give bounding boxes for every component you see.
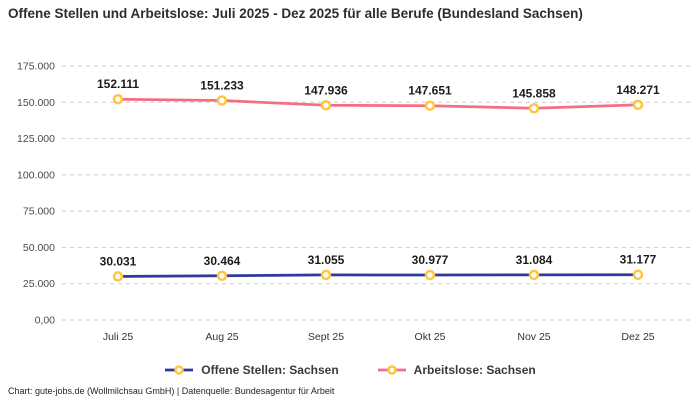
data-point-label: 152.111 <box>97 77 139 91</box>
x-axis-tick-label: Okt 25 <box>415 331 446 343</box>
data-point-label: 151.233 <box>200 78 244 92</box>
y-axis-tick-label: 125.000 <box>17 133 55 145</box>
data-point-arbeitslose-sachsen[interactable] <box>528 103 540 114</box>
series-line-arbeitslose-sachsen <box>116 97 640 110</box>
data-point-label: 148.271 <box>616 83 660 97</box>
legend-label: Offene Stellen: Sachsen <box>201 363 339 377</box>
x-axis-tick-label: Dez 25 <box>621 331 654 343</box>
data-point-arbeitslose-sachsen[interactable] <box>112 93 124 105</box>
data-point-label: 31.177 <box>620 253 657 267</box>
legend-item-offene-stellen-sachsen[interactable]: Offene Stellen: Sachsen <box>164 363 339 377</box>
y-axis-tick-label: 0,00 <box>35 315 56 327</box>
data-point-label: 147.651 <box>408 84 452 98</box>
data-point-offene-stellen-sachsen[interactable] <box>216 270 228 282</box>
data-point-arbeitslose-sachsen[interactable] <box>216 95 228 106</box>
data-point-offene-stellen-sachsen[interactable] <box>112 271 124 282</box>
data-point-label: 31.055 <box>308 253 345 267</box>
legend-marker-icon <box>377 365 406 375</box>
x-axis-tick-label: Nov 25 <box>517 331 550 343</box>
data-point-arbeitslose-sachsen[interactable] <box>424 100 436 111</box>
legend-marker-icon <box>165 365 194 375</box>
data-point-offene-stellen-sachsen[interactable] <box>320 269 332 281</box>
data-point-arbeitslose-sachsen[interactable] <box>632 99 644 111</box>
chart-footer: Chart: gute-jobs.de (Wollmilchsau GmbH) … <box>8 386 335 396</box>
series-line-offene-stellen-sachsen <box>116 273 640 278</box>
data-point-label: 30.031 <box>100 254 137 268</box>
y-axis-tick-label: 25.000 <box>23 278 55 290</box>
data-point-label: 145.858 <box>512 86 556 100</box>
chart-legend: Offene Stellen: Sachsen Arbeitslose: Sach… <box>0 360 700 380</box>
x-axis-tick-label: Aug 25 <box>205 331 238 343</box>
data-point-offene-stellen-sachsen[interactable] <box>528 269 540 281</box>
data-point-offene-stellen-sachsen[interactable] <box>632 269 644 280</box>
legend-item-arbeitslose-sachsen[interactable]: Arbeitslose: Sachsen <box>377 363 536 377</box>
legend-label: Arbeitslose: Sachsen <box>413 363 536 377</box>
y-axis-tick-label: 150.000 <box>17 97 55 109</box>
data-point-label: 147.936 <box>304 83 348 97</box>
y-axis-tick-label: 75.000 <box>23 206 55 218</box>
y-axis-tick-label: 50.000 <box>23 242 55 254</box>
x-axis-tick-label: Juli 25 <box>103 331 134 343</box>
data-point-label: 30.977 <box>412 253 449 267</box>
data-point-label: 31.084 <box>516 253 553 267</box>
x-axis-tick-label: Sept 25 <box>308 331 344 343</box>
data-point-label: 30.464 <box>204 254 241 268</box>
chart-title: Offene Stellen und Arbeitslose: Juli 202… <box>8 6 583 21</box>
data-point-arbeitslose-sachsen[interactable] <box>320 100 332 111</box>
y-axis-tick-label: 175.000 <box>17 61 55 73</box>
line-chart: 0,00 25.000 50.000 75.000 100.000 125.000 150.… <box>17 61 692 343</box>
y-axis-tick-label: 100.000 <box>17 169 55 181</box>
data-point-offene-stellen-sachsen[interactable] <box>424 269 436 281</box>
